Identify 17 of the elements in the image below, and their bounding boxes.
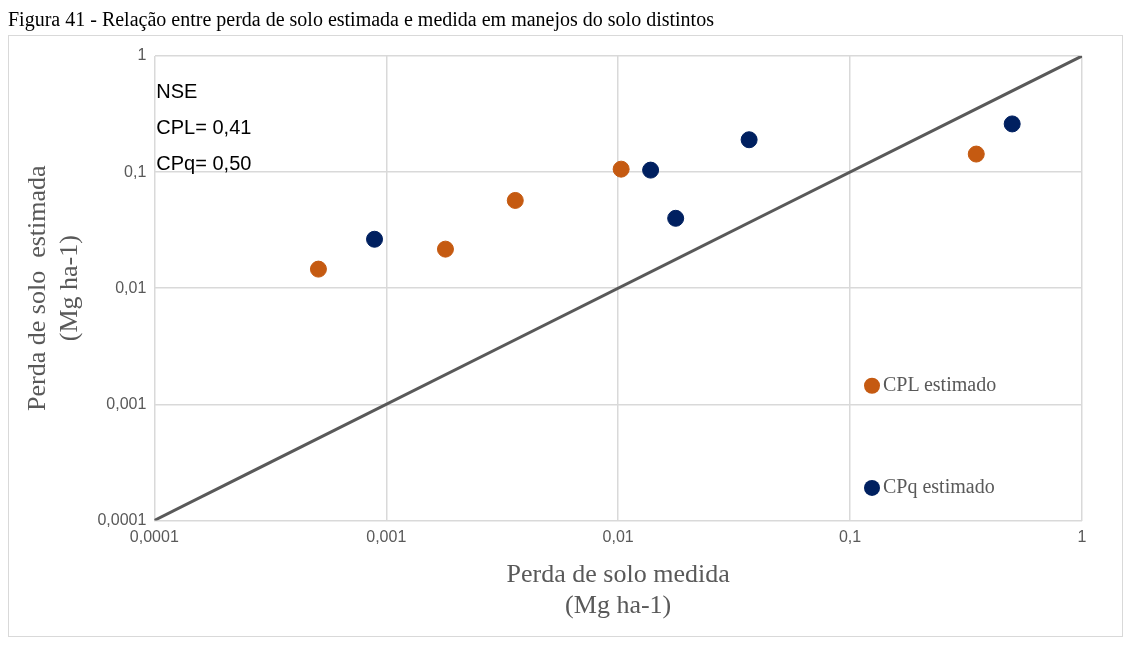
y-tick-label: 0,01 xyxy=(115,278,147,296)
legend-label: CPL estimado xyxy=(883,372,997,395)
x-axis-title: Perda de solo medida (Mg ha-1) xyxy=(506,559,731,620)
y-tick-label: 0,0001 xyxy=(97,510,147,528)
x-tick-label: 0,1 xyxy=(838,528,862,546)
x-tick-label: 0,001 xyxy=(366,528,407,546)
annotation: CPq= 0,50 xyxy=(156,151,252,174)
y-axis-title: Perda de solo estimada (Mg ha-1) xyxy=(22,165,83,411)
legend-label: CPq estimado xyxy=(883,475,995,499)
annotation: CPL= 0,41 xyxy=(156,115,252,138)
y-tick-label: 1 xyxy=(137,46,147,64)
chart-title: Figura 41 - Relação entre perda de solo estimada e medida em manejos do solo distintos xyxy=(8,8,715,31)
annotation: NSE xyxy=(156,79,198,102)
x-tick-label: 1 xyxy=(1077,528,1087,546)
y-tick-label: 0,1 xyxy=(124,162,147,180)
y-tick-label: 0,001 xyxy=(106,394,147,412)
x-tick-label: 0,01 xyxy=(602,528,634,546)
